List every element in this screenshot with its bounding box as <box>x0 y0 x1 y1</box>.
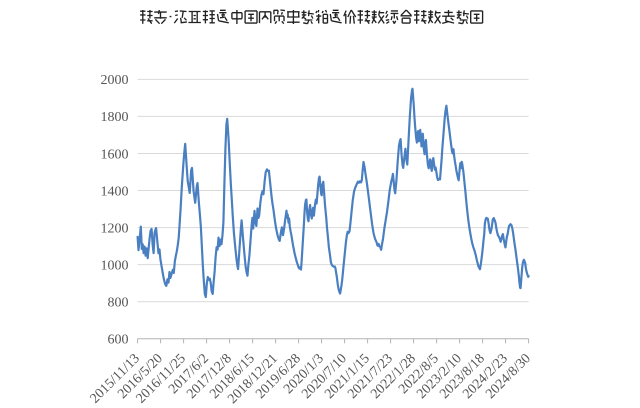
svg-text:800: 800 <box>108 296 129 311</box>
svg-text:1800: 1800 <box>101 110 129 125</box>
svg-text:2000: 2000 <box>101 73 129 88</box>
svg-text:600: 600 <box>108 333 129 348</box>
svg-text:1400: 1400 <box>101 184 129 199</box>
svg-text:1200: 1200 <box>101 221 129 236</box>
svg-text:1000: 1000 <box>101 258 129 273</box>
svg-text:1600: 1600 <box>101 147 129 162</box>
